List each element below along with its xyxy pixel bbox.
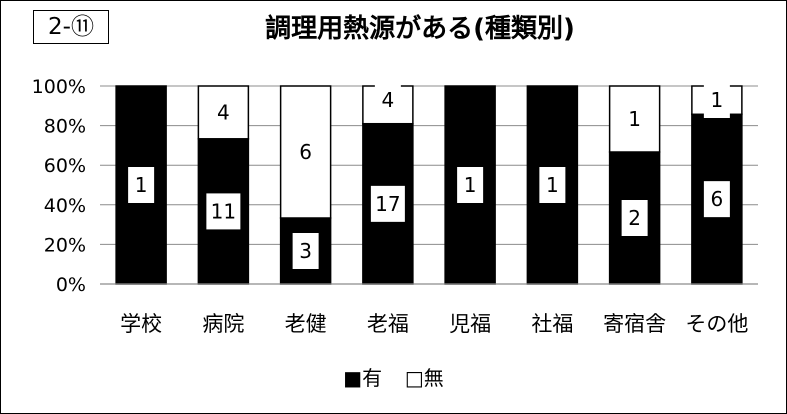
legend-label-no: 無 xyxy=(423,366,444,390)
data-label-box xyxy=(457,167,484,203)
y-tick-label: 100% xyxy=(32,76,86,98)
data-label-box xyxy=(621,200,648,236)
data-label-box xyxy=(292,134,319,170)
data-label: 17 xyxy=(375,192,400,216)
data-label: 3 xyxy=(299,239,312,263)
data-label: 6 xyxy=(711,187,724,211)
data-label-box xyxy=(539,167,566,203)
data-label: 4 xyxy=(217,100,230,124)
x-category-label: 社福 xyxy=(531,312,573,336)
y-tick-label: 0% xyxy=(56,274,86,296)
data-label: 6 xyxy=(299,140,312,164)
y-tick-label: 40% xyxy=(44,195,86,217)
y-tick-label: 80% xyxy=(44,116,86,138)
data-label-box xyxy=(206,193,241,230)
data-label-box xyxy=(128,167,155,203)
data-label: 1 xyxy=(711,88,724,112)
x-category-label: 老健 xyxy=(285,312,327,336)
legend-item-no: □無 xyxy=(405,366,444,390)
x-category-label: 病院 xyxy=(202,312,244,336)
chart-title: 調理用熱源がある(種類別) xyxy=(265,14,575,44)
x-category-label: 児福 xyxy=(449,312,491,336)
x-category-label: 寄宿舎 xyxy=(603,312,666,336)
x-category-label: 学校 xyxy=(120,312,162,336)
data-label: 11 xyxy=(211,199,236,223)
legend-swatch-filled: ■ xyxy=(343,366,363,390)
data-label-box xyxy=(374,82,401,118)
y-tick-label: 60% xyxy=(44,155,86,177)
data-label-box xyxy=(621,101,648,137)
legend-item-yes: ■有 xyxy=(343,366,382,390)
legend: ■有 □無 xyxy=(0,366,787,390)
data-label: 2 xyxy=(628,206,641,230)
legend-label-yes: 有 xyxy=(362,366,383,390)
x-category-label: その他 xyxy=(685,312,748,336)
y-tick-label: 20% xyxy=(44,234,86,256)
data-label-box xyxy=(210,94,237,131)
x-category-label: 老福 xyxy=(367,312,409,336)
data-label-box xyxy=(703,82,730,118)
data-label: 1 xyxy=(464,173,477,197)
legend-swatch-empty: □ xyxy=(404,366,424,390)
bar-segment xyxy=(444,85,496,285)
bar-segment xyxy=(608,85,661,153)
data-label: 1 xyxy=(628,107,641,131)
data-label: 1 xyxy=(546,173,559,197)
data-label-box xyxy=(703,181,730,218)
data-label: 1 xyxy=(135,173,148,197)
figure-number-badge: 2-⑪ xyxy=(33,10,109,44)
data-label-box xyxy=(292,233,319,269)
data-label-box xyxy=(370,185,405,222)
data-label: 4 xyxy=(382,88,395,112)
